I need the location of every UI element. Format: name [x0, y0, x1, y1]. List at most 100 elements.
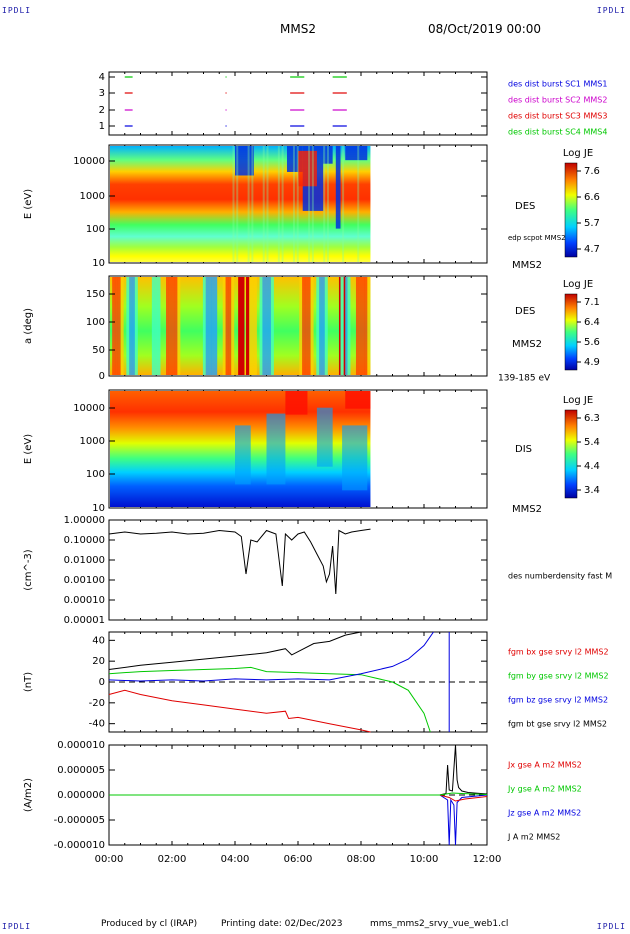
pitch-stripe: [131, 277, 135, 375]
y-axis-label: a (deg): [23, 308, 34, 344]
y-tick-label: 0.01000: [64, 555, 105, 566]
legend-entry: des dist burst SC1 MMS1: [508, 80, 607, 89]
legend-entry: des dist burst SC4 MMS4: [508, 128, 607, 137]
spectrogram-stripe: [247, 146, 250, 262]
spectrogram-stripe: [342, 146, 345, 262]
pitch-stripe: [208, 277, 212, 375]
pitch-stripe: [205, 277, 209, 375]
header-spacecraft: MMS2: [280, 22, 316, 36]
colorbar-title: Log JE: [563, 395, 593, 406]
colorbar-tick-label: 7.1: [584, 297, 600, 308]
header-date: 08/Oct/2019 00:00: [428, 22, 542, 36]
spectrogram-stripe: [236, 146, 239, 262]
pitch-stripe: [134, 277, 138, 375]
legend-entry: Jx gse A m2 MMS2: [507, 761, 582, 770]
instrument-label: DIS: [515, 444, 532, 455]
spectrogram-stripe: [308, 146, 311, 262]
colorbar-tick-label: 4.9: [584, 357, 600, 368]
colorbar-tick-label: 4.4: [584, 461, 600, 472]
pitch-stripe: [151, 277, 155, 375]
pitch-stripe: [321, 277, 325, 375]
pitch-stripe: [307, 277, 311, 375]
pitch-stripe: [120, 277, 124, 375]
legend-entry: Jy gse A m2 MMS2: [507, 785, 582, 794]
overlay-label: edp scpot MMS2: [508, 234, 566, 242]
pitch-stripe: [253, 277, 257, 375]
colorbar: [564, 162, 578, 258]
pitch-stripe: [347, 277, 351, 375]
low-flux-band: [235, 425, 251, 485]
pitch-stripe: [364, 277, 368, 375]
y-axis-label: (cm^-3): [23, 549, 34, 590]
high-flux-band: [285, 391, 308, 415]
y-tick-label: 0: [99, 371, 105, 382]
series-line: [109, 794, 488, 846]
footer-file: mms_mms2_srvy_vue_web1.cl: [370, 919, 509, 929]
colorbar-tick-label: 6.6: [584, 192, 600, 203]
pitch-stripe: [117, 277, 121, 375]
pitch-stripe: [166, 277, 170, 375]
pitch-stripe: [248, 277, 252, 375]
low-flux-band: [235, 146, 254, 176]
pitch-stripe: [270, 277, 274, 375]
spectrogram-stripe: [232, 146, 235, 262]
high-flux-band: [345, 391, 371, 409]
y-axis-label: E (eV): [23, 434, 34, 464]
y-tick-label: 1.00000: [64, 515, 105, 526]
spectrogram-stripe: [292, 146, 295, 262]
x-tick-label: 02:00: [158, 854, 187, 865]
series-line: [108, 689, 371, 733]
pitch-stripe: [367, 277, 371, 375]
legend-entry: fgm bz gse srvy l2 MMS2: [508, 696, 608, 705]
pitch-stripe: [154, 277, 158, 375]
pitch-stripe: [324, 277, 328, 375]
spectrogram-stripe: [326, 146, 329, 262]
pitch-stripe: [228, 277, 232, 375]
pitch-stripe: [355, 277, 359, 375]
pitch-stripe: [202, 277, 206, 375]
colorbar-tick-label: 5.6: [584, 337, 600, 348]
colorbar-tick-label: 5.4: [584, 437, 600, 448]
colorbar: [564, 409, 578, 499]
x-tick-label: 08:00: [347, 854, 376, 865]
panel-frame-5: [108, 519, 488, 621]
pitch-stripe: [251, 277, 255, 375]
spectrogram-stripe: [266, 146, 269, 262]
spectrogram-stripe: [357, 146, 360, 262]
y-axis-label: (nT): [23, 672, 34, 692]
x-tick-label: 00:00: [95, 854, 124, 865]
series-line: [109, 794, 488, 802]
pitch-stripe: [302, 277, 306, 375]
low-flux-band: [266, 413, 286, 485]
instrument-label: DES: [515, 201, 535, 212]
pitch-stripe: [174, 277, 178, 375]
y-tick-label: -0.000010: [54, 840, 105, 851]
pitch-stripe: [246, 277, 250, 375]
energy-range-label: 139-185 eV: [498, 374, 551, 384]
legend-entry: fgm by gse srvy l2 MMS2: [508, 672, 609, 681]
y-tick-label: 100: [86, 469, 105, 480]
y-tick-label: 10: [92, 503, 105, 514]
pitch-stripe: [225, 277, 229, 375]
y-tick-label: 10000: [73, 156, 105, 167]
corner-label-top-right: IPDLI: [596, 6, 626, 15]
low-flux-band: [345, 146, 368, 161]
pitch-stripe: [338, 277, 341, 375]
density-series-line: [108, 528, 371, 595]
legend-entry: Jz gse A m2 MMS2: [507, 809, 581, 818]
pitch-stripe: [299, 277, 303, 375]
low-flux-band: [335, 146, 341, 229]
pitch-stripe: [238, 277, 245, 375]
y-tick-label: 0.000010: [57, 740, 105, 751]
y-tick-label: 4: [99, 72, 105, 83]
y-tick-label: 0: [99, 677, 105, 688]
pitch-stripe: [310, 277, 314, 375]
colorbar-tick-label: 3.4: [584, 485, 600, 496]
y-tick-label: 50: [92, 345, 105, 356]
y-axis-label: E (eV): [23, 189, 34, 219]
y-tick-label: 150: [86, 289, 105, 300]
spacecraft-label: MMS2: [512, 260, 542, 271]
footer-printing-date: Printing date: 02/Dec/2023: [221, 919, 343, 929]
spacecraft-label: MMS2: [512, 504, 542, 515]
colorbar-tick-label: 7.6: [584, 166, 600, 177]
